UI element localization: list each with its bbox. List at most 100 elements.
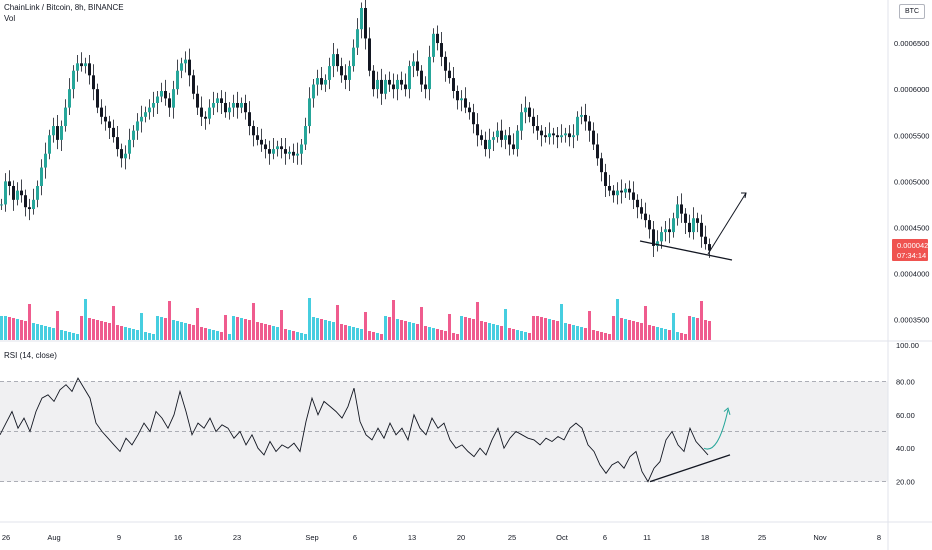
candle-body <box>420 70 423 85</box>
volume-bar <box>340 324 343 340</box>
candle-body <box>464 98 467 108</box>
price-tick-label: 0.0006500 <box>894 39 929 48</box>
currency-badge[interactable]: BTC <box>899 4 925 19</box>
price-panel[interactable] <box>0 0 711 258</box>
volume-bar <box>16 319 19 340</box>
candle-body <box>396 79 399 90</box>
candle-body <box>64 107 67 127</box>
candle-body <box>616 190 619 196</box>
time-tick-label: 6 <box>353 533 357 542</box>
candle-body <box>256 135 259 140</box>
candle-body <box>332 54 335 67</box>
rsi-trendline <box>649 454 731 483</box>
volume-bar <box>140 313 143 340</box>
volume-bar <box>508 328 511 340</box>
rsi-panel[interactable] <box>0 377 888 483</box>
volume-bar <box>124 327 127 340</box>
volume-bar <box>204 328 207 340</box>
annotations <box>639 192 747 483</box>
candle-body <box>364 8 367 39</box>
candle-body <box>452 78 455 91</box>
volume-bar <box>544 318 547 340</box>
candle-body <box>196 93 199 108</box>
volume-bar <box>576 326 579 340</box>
volume-bar <box>256 322 259 340</box>
volume-bar <box>232 316 235 340</box>
candle-body <box>512 144 515 150</box>
volume-bar <box>464 317 467 340</box>
volume-bar <box>144 332 147 340</box>
volume-bar <box>308 298 311 340</box>
volume-bar <box>472 319 475 340</box>
volume-bar <box>112 306 115 340</box>
candle-body <box>392 84 395 90</box>
time-tick-label: 25 <box>758 533 766 542</box>
volume-bar <box>616 299 619 340</box>
volume-bar <box>216 331 219 340</box>
volume-bar <box>644 306 647 340</box>
candle-body <box>356 29 359 48</box>
candle-body <box>116 137 119 150</box>
candle-body <box>12 185 15 200</box>
time-tick-label: 18 <box>701 533 709 542</box>
volume-bar <box>364 312 367 340</box>
rsi-tick-label: 100.00 <box>896 341 919 350</box>
candle-body <box>584 114 587 122</box>
candle-body <box>564 133 567 136</box>
candle-body <box>340 66 343 76</box>
volume-bar <box>604 333 607 340</box>
volume-bar <box>620 318 623 340</box>
candle-body <box>556 135 559 138</box>
volume-bar <box>372 332 375 340</box>
volume-bar <box>300 333 303 340</box>
price-tick-label: 0.0006000 <box>894 85 929 94</box>
volume-bar <box>276 327 279 340</box>
volume-bar <box>128 328 131 340</box>
volume-bar <box>556 321 559 340</box>
candle-body <box>152 102 155 108</box>
volume-bar <box>492 324 495 340</box>
volume-bar <box>192 325 195 340</box>
candle-body <box>88 63 91 76</box>
volume-bar <box>572 325 575 340</box>
candle-body <box>176 70 179 90</box>
candle-body <box>212 102 215 108</box>
volume-bar <box>328 321 331 340</box>
last-price-value: 0.00004238 <box>897 241 932 250</box>
time-tick-label: 26 <box>2 533 10 542</box>
candle-body <box>184 59 187 64</box>
candle-body <box>132 130 135 140</box>
candle-body <box>288 151 291 154</box>
candle-body <box>576 116 579 136</box>
candle-body <box>268 149 271 154</box>
volume-bar <box>488 323 491 340</box>
volume-bar <box>608 334 611 340</box>
volume-bar <box>392 300 395 340</box>
volume-bar <box>224 315 227 340</box>
candle-body <box>656 241 659 246</box>
volume-bar <box>656 327 659 340</box>
volume-bar <box>168 301 171 340</box>
time-tick-label: 6 <box>603 533 607 542</box>
volume-bar <box>248 320 251 340</box>
candle-body <box>40 167 43 186</box>
time-tick-label: Nov <box>813 533 827 542</box>
volume-bar <box>236 317 239 340</box>
rsi-line <box>0 377 709 483</box>
candle-body <box>144 112 147 117</box>
candle-body <box>568 133 571 138</box>
price-tick-label: 0.0004500 <box>894 223 929 232</box>
volume-bar <box>84 299 87 340</box>
volume-bar <box>324 320 327 340</box>
volume-bar <box>20 320 23 340</box>
candle-body <box>24 195 27 208</box>
volume-bar <box>388 317 391 340</box>
volume-bar <box>396 319 399 340</box>
candle-body <box>428 56 431 90</box>
volume-bar <box>320 319 323 340</box>
candle-body <box>296 153 299 156</box>
candle-body <box>540 130 543 136</box>
volume-bar <box>356 328 359 340</box>
